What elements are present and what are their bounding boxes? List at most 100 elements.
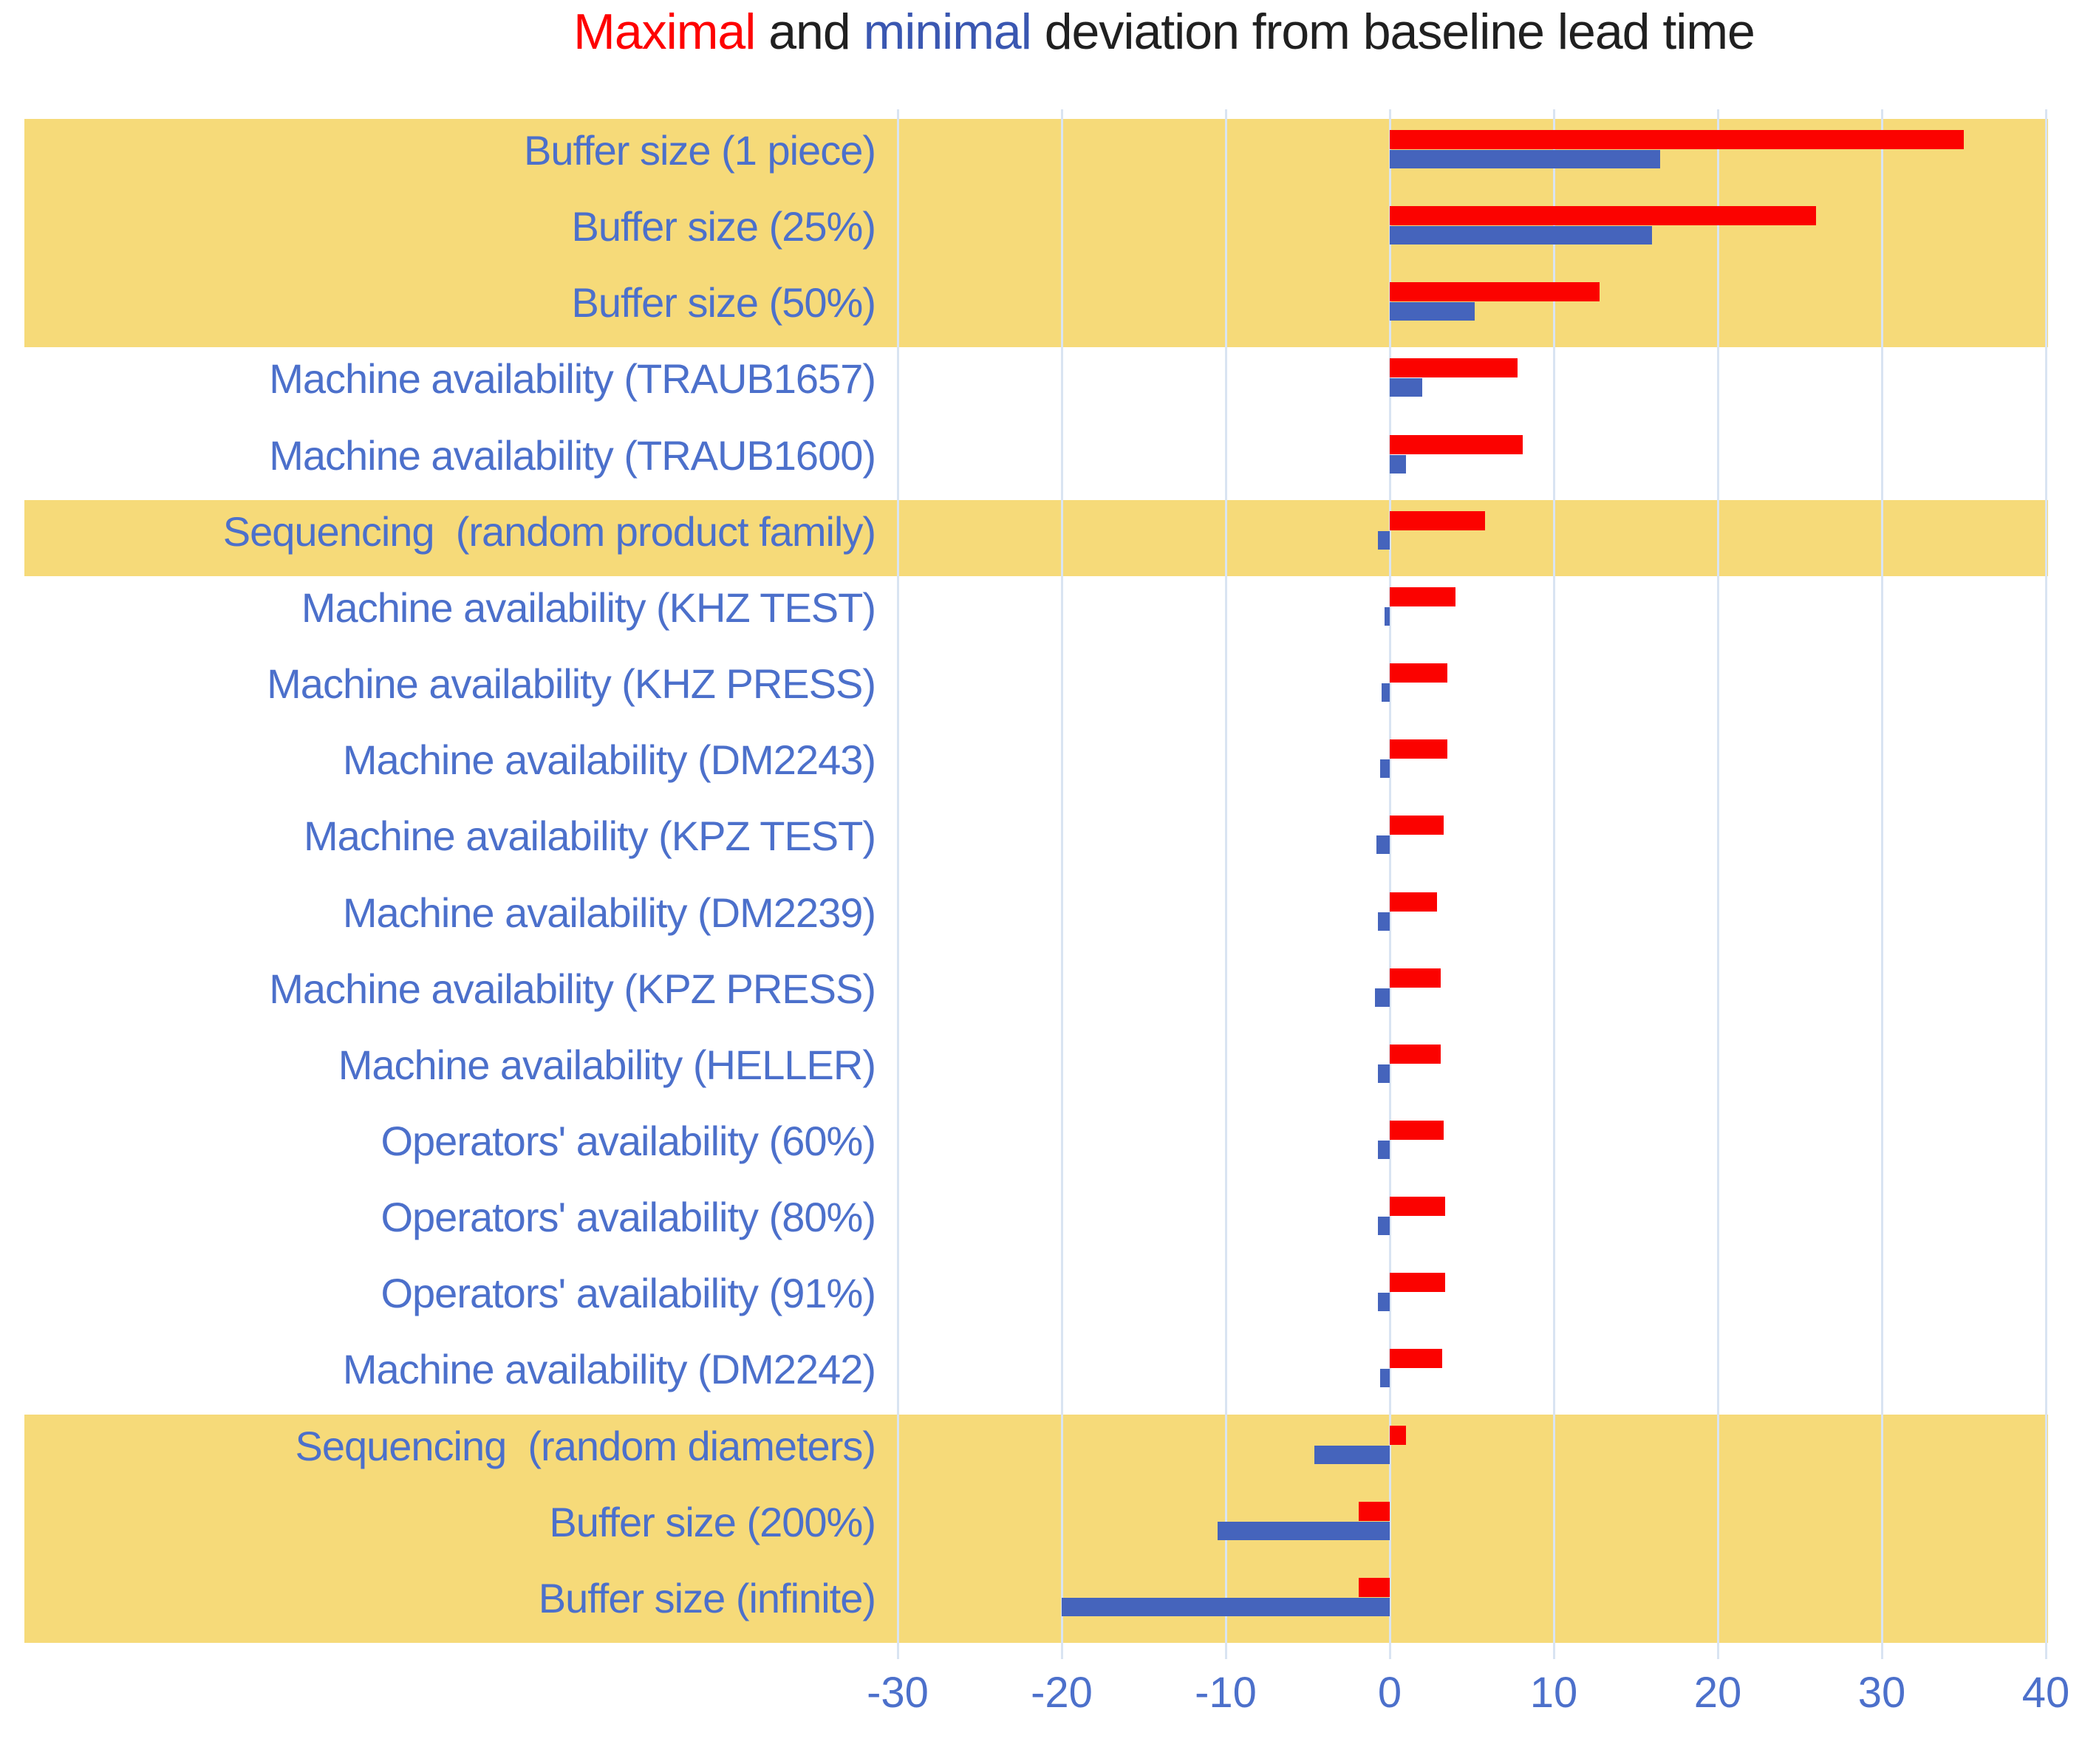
minimal-deviation-bar — [1314, 1445, 1390, 1464]
category-label: Buffer size (50%) — [571, 279, 876, 327]
category-label: Machine availability (DM2242) — [342, 1346, 876, 1393]
category-label: Sequencing (random product family) — [222, 507, 876, 555]
minimal-deviation-bar — [1378, 912, 1390, 931]
x-axis-tick-label: -20 — [1031, 1669, 1093, 1717]
highlight-band — [24, 499, 2048, 576]
x-axis-tick-label: -10 — [1195, 1669, 1257, 1717]
category-row: Machine availability (DM2239) — [24, 881, 2048, 957]
gridline — [1389, 109, 1391, 1659]
maximal-deviation-bar — [1358, 1501, 1390, 1521]
minimal-deviation-bar — [1390, 454, 1407, 474]
category-row: Operators' availability (80%) — [24, 1186, 2048, 1262]
category-row: Machine availability (KHZ PRESS) — [24, 652, 2048, 728]
gridline — [1061, 109, 1063, 1659]
category-label: Machine availability (DM2239) — [342, 889, 876, 936]
category-label: Machine availability (KHZ PRESS) — [267, 660, 876, 708]
maximal-deviation-bar — [1390, 739, 1447, 759]
title-word-minimal: minimal — [863, 4, 1032, 60]
gridlines-layer — [24, 109, 2048, 1659]
category-row: Sequencing (random diameters) — [24, 1415, 2048, 1491]
minimal-deviation-bar — [1378, 1064, 1390, 1083]
category-row: Buffer size (infinite) — [24, 1567, 2048, 1643]
category-label: Operators' availability (60%) — [380, 1117, 876, 1164]
maximal-deviation-bar — [1390, 587, 1455, 606]
gridline — [1225, 109, 1227, 1659]
maximal-deviation-bar — [1390, 358, 1518, 378]
minimal-deviation-bar — [1378, 1293, 1390, 1312]
minimal-deviation-bar — [1062, 1597, 1390, 1616]
x-axis-tick-label: 0 — [1377, 1669, 1402, 1717]
category-row: Machine availability (DM2243) — [24, 728, 2048, 804]
minimal-deviation-bar — [1379, 759, 1390, 779]
minimal-deviation-bar — [1390, 226, 1653, 245]
category-label: Machine availability (KHZ TEST) — [301, 584, 876, 631]
category-row: Operators' availability (60%) — [24, 1110, 2048, 1186]
maximal-deviation-bar — [1390, 1120, 1444, 1140]
gridline — [1881, 109, 1883, 1659]
minimal-deviation-bar — [1378, 530, 1390, 550]
category-label: Machine availability (DM2243) — [342, 736, 876, 784]
minimal-deviation-bar — [1381, 683, 1390, 702]
maximal-deviation-bar — [1390, 206, 1817, 226]
minimal-deviation-bar — [1390, 302, 1475, 321]
gridline — [1717, 109, 1719, 1659]
category-label: Operators' availability (91%) — [380, 1270, 876, 1317]
maximal-deviation-bar — [1390, 968, 1441, 988]
category-row: Machine availability (KPZ TEST) — [24, 804, 2048, 881]
x-axis-tick-label: 40 — [2021, 1669, 2070, 1717]
highlight-band — [24, 119, 2048, 348]
maximal-deviation-bar — [1390, 892, 1438, 912]
highlight-band — [24, 1414, 2048, 1643]
minimal-deviation-bar — [1217, 1521, 1390, 1540]
category-row: Buffer size (50%) — [24, 271, 2048, 347]
highlight-bands-layer — [24, 119, 2048, 1643]
chart-title: Maximal and minimal deviation from basel… — [0, 3, 2099, 61]
x-axis-tick-label: 20 — [1693, 1669, 1742, 1717]
maximal-deviation-bar — [1390, 663, 1447, 683]
x-axis-tick-label: -30 — [867, 1669, 929, 1717]
category-row: Buffer size (1 piece) — [24, 119, 2048, 195]
gridline — [2045, 109, 2047, 1659]
maximal-deviation-bar — [1390, 1425, 1407, 1445]
category-label: Buffer size (1 piece) — [524, 127, 876, 174]
minimal-deviation-bar — [1385, 606, 1390, 626]
maximal-deviation-bar — [1390, 510, 1485, 530]
minimal-deviation-bar — [1375, 988, 1390, 1007]
category-row: Operators' availability (91%) — [24, 1262, 2048, 1338]
minimal-deviation-bar — [1378, 1140, 1390, 1159]
category-row: Buffer size (25%) — [24, 195, 2048, 271]
title-word-maximal: Maximal — [573, 4, 756, 60]
maximal-deviation-bar — [1390, 816, 1444, 835]
x-axis: -30 -20 -10 0 10 20 30 40 — [24, 1668, 2069, 1727]
category-row: Machine availability (HELLER) — [24, 1033, 2048, 1110]
plot-area: Buffer size (1 piece) Buffer size (25%) Bu… — [24, 119, 2048, 1643]
category-label: Machine availability (HELLER) — [338, 1041, 876, 1088]
category-label: Operators' availability (80%) — [380, 1194, 876, 1241]
minimal-deviation-bar — [1379, 1369, 1390, 1388]
category-label: Sequencing (random diameters) — [295, 1422, 876, 1469]
category-row: Machine availability (DM2242) — [24, 1338, 2048, 1414]
maximal-deviation-bar — [1390, 130, 1964, 149]
gridline — [1553, 109, 1555, 1659]
maximal-deviation-bar — [1358, 1577, 1390, 1597]
category-row: Sequencing (random product family) — [24, 500, 2048, 576]
category-label: Machine availability (KPZ PRESS) — [269, 965, 876, 1012]
x-axis-tick-label: 10 — [1529, 1669, 1578, 1717]
gridline — [897, 109, 899, 1659]
minimal-deviation-bar — [1390, 378, 1423, 397]
category-row: Machine availability (TRAUB1657) — [24, 347, 2048, 423]
minimal-deviation-bar — [1390, 150, 1661, 168]
title-rest: deviation from baseline lead time — [1031, 4, 1755, 60]
category-label: Machine availability (KPZ TEST) — [304, 813, 876, 860]
category-label: Buffer size (25%) — [571, 203, 876, 250]
category-row: Machine availability (KHZ TEST) — [24, 576, 2048, 652]
category-label: Machine availability (TRAUB1600) — [269, 431, 876, 479]
maximal-deviation-bar — [1390, 1197, 1446, 1217]
minimal-deviation-bar — [1378, 1217, 1390, 1236]
maximal-deviation-bar — [1390, 282, 1600, 302]
category-label: Machine availability (TRAUB1657) — [269, 355, 876, 403]
category-row: Machine availability (TRAUB1600) — [24, 424, 2048, 500]
minimal-deviation-bar — [1376, 835, 1390, 855]
title-word-and: and — [755, 4, 864, 60]
